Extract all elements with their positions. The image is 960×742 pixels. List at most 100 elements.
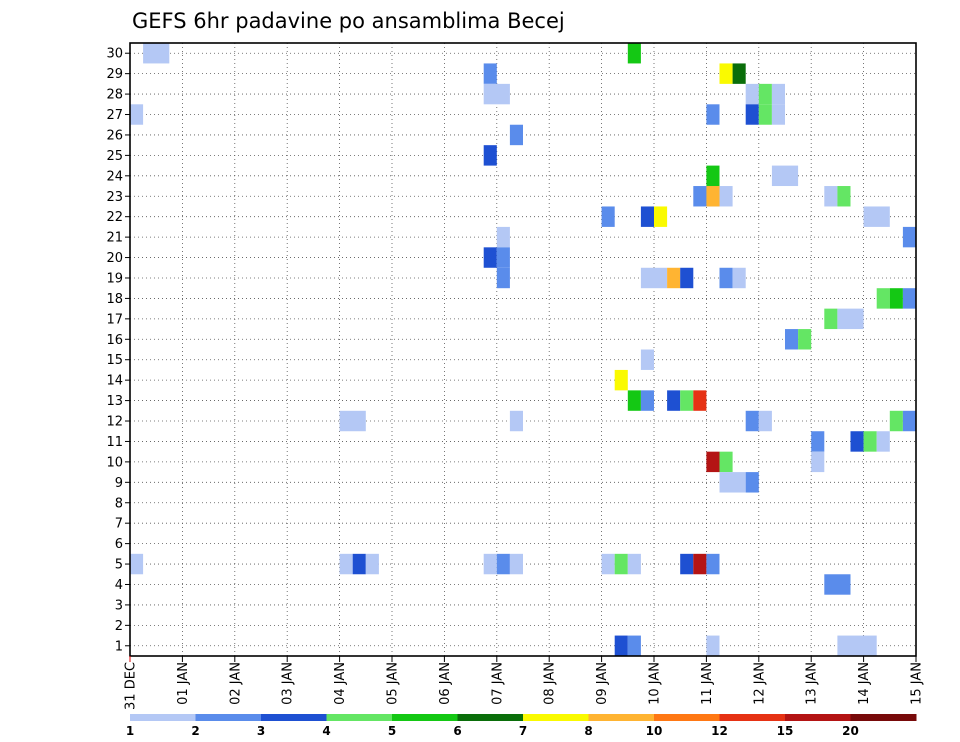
colorbar: 1 2 3 4 5 6 7 8 10 12 15 20 [126, 714, 917, 738]
x-tick-label: 06 JAN [438, 662, 453, 705]
precip-cell [601, 553, 615, 575]
precip-cell [771, 104, 785, 125]
y-tick-label: 4 [115, 578, 123, 593]
y-tick-label: 23 [106, 190, 123, 205]
precip-cell [732, 63, 746, 84]
precip-cell [824, 186, 838, 207]
precip-cell [496, 226, 510, 248]
precip-cell [824, 574, 851, 595]
precip-cell [483, 83, 510, 105]
x-tick-label: 07 JAN [490, 662, 505, 705]
precip-cell [706, 104, 720, 125]
x-tick-label: 11 JAN [700, 662, 715, 705]
colorbar-swatch [195, 714, 262, 721]
precip-cell [496, 553, 510, 575]
precip-cell [627, 553, 641, 575]
precip-cell [719, 63, 733, 84]
precip-cell [339, 410, 366, 432]
x-axis-labels: 31 DEC 01 JAN 02 JAN 03 JAN 04 JAN 05 JAN 06 J… [124, 656, 925, 710]
colorbar-label: 6 [453, 724, 461, 738]
precip-cell [745, 83, 759, 105]
colorbar-swatch [850, 714, 917, 721]
y-tick-label: 5 [115, 558, 123, 573]
y-tick-label: 21 [106, 231, 123, 246]
y-tick-label: 6 [115, 537, 123, 552]
precip-cell [640, 390, 654, 411]
y-tick-label: 19 [106, 271, 123, 286]
precip-cell [837, 635, 877, 656]
precip-cell [680, 267, 694, 289]
precip-cell [719, 451, 733, 473]
x-tick-label: 03 JAN [281, 662, 296, 705]
precip-cell [483, 63, 497, 84]
y-tick-label: 15 [106, 353, 123, 368]
x-tick-label: 15 JAN [910, 662, 925, 705]
precip-cell [902, 226, 916, 248]
y-tick-label: 17 [106, 312, 123, 327]
precip-cell [614, 553, 628, 575]
precip-cell [640, 206, 654, 227]
colorbar-swatch [785, 714, 851, 721]
precip-cell [509, 553, 523, 575]
x-tick-label: 10 JAN [648, 662, 663, 705]
x-tick-label: 14 JAN [857, 662, 872, 705]
precip-cell [902, 288, 916, 309]
precip-cell [627, 43, 641, 64]
precip-cell [745, 410, 759, 432]
y-tick-label: 11 [106, 435, 123, 450]
x-tick-label: 02 JAN [228, 662, 243, 705]
x-tick-label: 31 DEC [124, 662, 139, 710]
precip-cell [850, 431, 864, 452]
y-tick-label: 30 [106, 47, 123, 62]
precip-cell [811, 451, 825, 473]
precip-cell [680, 390, 694, 411]
y-tick-label: 13 [106, 394, 123, 409]
colorbar-label: 2 [191, 724, 199, 738]
colorbar-label: 12 [711, 724, 728, 738]
precip-cell [706, 186, 720, 207]
y-tick-label: 2 [115, 619, 123, 634]
colorbar-label: 20 [842, 724, 859, 738]
precip-cell [130, 104, 144, 125]
x-tick-label: 05 JAN [386, 662, 401, 705]
y-tick-label: 22 [106, 210, 123, 225]
colorbar-label: 15 [777, 724, 794, 738]
y-tick-label: 29 [106, 67, 123, 82]
precip-cell [824, 308, 838, 330]
y-tick-label: 14 [106, 374, 123, 389]
precip-cell [601, 206, 615, 227]
precip-cell [771, 165, 799, 187]
colorbar-swatch [588, 714, 655, 721]
colorbar-swatch [392, 714, 458, 721]
colorbar-swatch [326, 714, 393, 721]
y-tick-label: 24 [106, 169, 123, 184]
precip-cell [640, 267, 668, 289]
precip-cell [719, 267, 733, 289]
colorbar-swatch [523, 714, 589, 721]
x-tick-label: 12 JAN [752, 662, 767, 705]
y-tick-label: 18 [106, 292, 123, 307]
precip-cell [627, 390, 641, 411]
colorbar-swatch [261, 714, 327, 721]
precip-cell [667, 390, 681, 411]
precip-cell [627, 635, 641, 656]
precip-cell [496, 247, 510, 268]
precip-cell [706, 635, 720, 656]
precip-cell [693, 390, 707, 411]
y-tick-label: 27 [106, 108, 123, 123]
precip-cell [902, 410, 916, 432]
precip-cell [732, 267, 746, 289]
colorbar-label: 1 [126, 724, 134, 738]
y-tick-label: 16 [106, 333, 123, 348]
precip-cell [758, 104, 772, 125]
precip-cell [143, 43, 170, 64]
y-tick-label: 25 [106, 149, 123, 164]
precip-cell [483, 145, 497, 166]
precip-cell [706, 451, 720, 473]
y-tick-label: 8 [115, 496, 123, 511]
precip-cell [758, 83, 772, 105]
precip-cell [837, 186, 851, 207]
plot-frame [129, 42, 917, 657]
precip-cell [706, 165, 720, 187]
